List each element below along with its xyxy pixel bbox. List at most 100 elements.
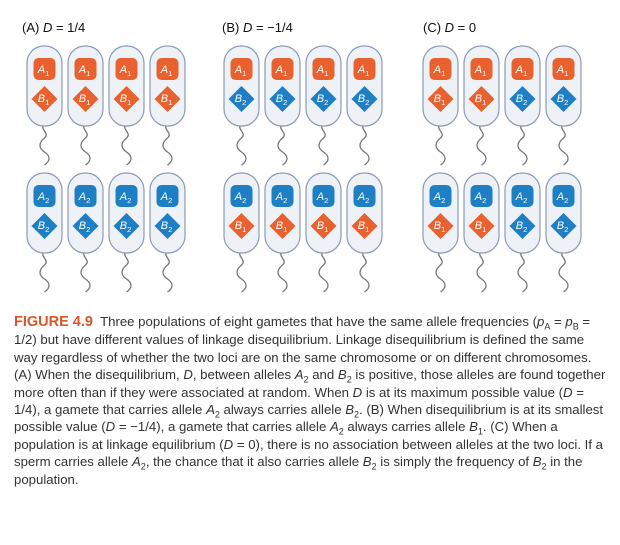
sperm-tail bbox=[517, 123, 528, 166]
allele-label: B2 bbox=[276, 93, 288, 107]
allele-b-shape bbox=[72, 86, 99, 112]
allele-a-shape bbox=[312, 185, 335, 207]
sperm-tail bbox=[318, 250, 329, 293]
allele-label: B2 bbox=[516, 220, 528, 234]
allele-label: B2 bbox=[38, 220, 50, 234]
sperm-tail bbox=[435, 123, 446, 166]
allele-label: B2 bbox=[557, 220, 569, 234]
allele-label: B1 bbox=[79, 93, 91, 107]
allele-a-shape bbox=[115, 185, 138, 207]
allele-b-shape bbox=[113, 213, 140, 239]
sperm-tail bbox=[476, 250, 487, 293]
allele-b-shape bbox=[154, 86, 181, 112]
sperm-tail bbox=[80, 250, 91, 293]
panel-title-b: (B) D = −1/4 bbox=[222, 20, 293, 35]
sperm-tail bbox=[162, 123, 173, 166]
sperm-tail bbox=[236, 250, 247, 293]
sperm-tail bbox=[558, 123, 569, 166]
sperm-tail bbox=[277, 123, 288, 166]
sperm-tail bbox=[318, 123, 329, 166]
sperm-tail bbox=[476, 123, 487, 166]
allele-label: B1 bbox=[161, 93, 173, 107]
allele-label: B1 bbox=[475, 93, 487, 107]
sperm-tail bbox=[121, 123, 132, 166]
allele-label: B1 bbox=[120, 93, 132, 107]
figure-label: FIGURE 4.9 bbox=[14, 314, 93, 330]
allele-a-shape bbox=[312, 58, 335, 80]
allele-b-shape bbox=[509, 213, 536, 239]
gamete-diagram: A1B1A1B1A1B1A1B1A2B2A2B2A2B2A2B2A1B2A1B2… bbox=[26, 45, 582, 293]
sperm-tail bbox=[359, 250, 370, 293]
allele-a-shape bbox=[230, 58, 253, 80]
allele-b-shape bbox=[269, 86, 296, 112]
allele-b-shape bbox=[427, 86, 454, 112]
sperm-tail bbox=[517, 250, 528, 293]
allele-label: B1 bbox=[38, 93, 50, 107]
allele-a-shape bbox=[552, 58, 575, 80]
allele-a-shape bbox=[271, 185, 294, 207]
allele-label: B2 bbox=[516, 93, 528, 107]
allele-b-shape bbox=[550, 213, 577, 239]
sperm-tail bbox=[359, 123, 370, 166]
sperm-tail bbox=[80, 123, 91, 166]
allele-label: B1 bbox=[475, 220, 487, 234]
panel-title-a: (A) D = 1/4 bbox=[22, 20, 86, 35]
allele-b-shape bbox=[509, 86, 536, 112]
sperm-tail bbox=[39, 250, 50, 293]
allele-label: B1 bbox=[358, 220, 370, 234]
allele-b-shape bbox=[269, 213, 296, 239]
sperm-tail bbox=[277, 250, 288, 293]
allele-label: B1 bbox=[434, 93, 446, 107]
allele-label: B1 bbox=[317, 220, 329, 234]
allele-b-shape bbox=[228, 213, 255, 239]
allele-label: B2 bbox=[161, 220, 173, 234]
allele-b-shape bbox=[228, 86, 255, 112]
allele-a-shape bbox=[115, 58, 138, 80]
allele-a-shape bbox=[156, 58, 179, 80]
allele-a-shape bbox=[33, 185, 56, 207]
allele-b-shape bbox=[468, 213, 495, 239]
allele-a-shape bbox=[552, 185, 575, 207]
sperm-tail bbox=[236, 123, 247, 166]
allele-a-shape bbox=[33, 58, 56, 80]
allele-a-shape bbox=[429, 185, 452, 207]
allele-b-shape bbox=[72, 213, 99, 239]
allele-a-shape bbox=[74, 185, 97, 207]
sperm-tail bbox=[121, 250, 132, 293]
sperm-tail bbox=[558, 250, 569, 293]
allele-b-shape bbox=[154, 213, 181, 239]
allele-label: B2 bbox=[317, 93, 329, 107]
allele-label: B2 bbox=[235, 93, 247, 107]
allele-label: B2 bbox=[120, 220, 132, 234]
allele-label: B1 bbox=[434, 220, 446, 234]
allele-a-shape bbox=[271, 58, 294, 80]
allele-label: B2 bbox=[358, 93, 370, 107]
allele-label: B2 bbox=[79, 220, 91, 234]
allele-b-shape bbox=[351, 86, 378, 112]
allele-b-shape bbox=[310, 213, 337, 239]
allele-a-shape bbox=[470, 58, 493, 80]
panel-title-c: (C) D = 0 bbox=[423, 20, 477, 35]
allele-a-shape bbox=[470, 185, 493, 207]
allele-a-shape bbox=[511, 185, 534, 207]
allele-a-shape bbox=[353, 185, 376, 207]
allele-b-shape bbox=[427, 213, 454, 239]
allele-a-shape bbox=[230, 185, 253, 207]
